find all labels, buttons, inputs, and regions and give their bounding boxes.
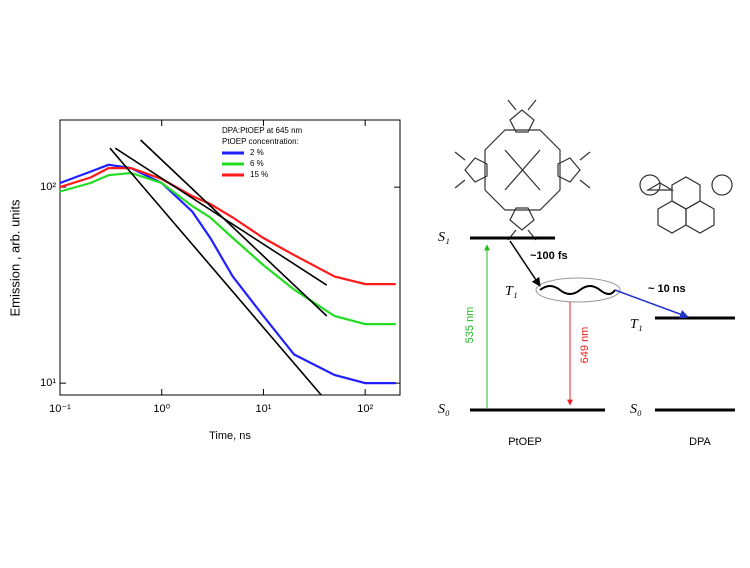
legend-title: DPA:PtOEP at 645 nm: [222, 126, 303, 135]
dpa-s0-label: S₀: [630, 402, 642, 417]
legend-label: 6 %: [250, 159, 264, 168]
series-line: [59, 167, 396, 286]
legend-label: 2 %: [250, 148, 264, 157]
emission-label: 649 nm: [579, 327, 591, 364]
dpa-molecule: [639, 174, 733, 234]
absorption-label: 535 nm: [464, 307, 476, 344]
x-tick-label: 10²: [357, 403, 373, 415]
dpa-t1-label: T₁: [630, 317, 643, 332]
x-tick-label: 10¹: [255, 403, 271, 415]
legend-title: PtOEP concentration:: [222, 137, 299, 146]
fit-line: [114, 147, 328, 286]
plot: 10⁻¹ 10⁰ 10¹ 10² 10¹ 10² 2 % 6 % 15 %: [40, 120, 400, 415]
transfer-arrow: [614, 289, 689, 319]
y-axis-label: Emission , arb. units: [7, 199, 22, 317]
fit-line: [109, 147, 322, 396]
ptoep-molecule: [454, 99, 591, 241]
isc-arrow: [509, 240, 541, 287]
plot-frame: [59, 119, 401, 396]
ptoep-label: PtOEP: [508, 436, 542, 448]
s1-label: S₁: [438, 230, 450, 245]
t1-label: T₁: [505, 284, 518, 299]
isc-label: ~100 fs: [530, 250, 568, 262]
legend-label: 15 %: [250, 170, 268, 179]
y-tick-label: 10²: [40, 181, 56, 193]
t1-ellipse: [535, 277, 621, 303]
fit-line: [140, 139, 328, 317]
dpa-label: DPA: [689, 436, 711, 448]
series-line: [59, 171, 396, 326]
x-tick-label: 10⁻¹: [49, 403, 71, 415]
x-tick-label: 10⁰: [153, 403, 170, 415]
t1-level: [539, 285, 616, 295]
series-line: [59, 163, 396, 385]
s0-label: S₀: [438, 402, 450, 417]
x-axis-label: Time, ns: [209, 430, 251, 442]
transfer-label: ~ 10 ns: [648, 283, 686, 295]
y-tick-label: 10¹: [40, 377, 56, 389]
